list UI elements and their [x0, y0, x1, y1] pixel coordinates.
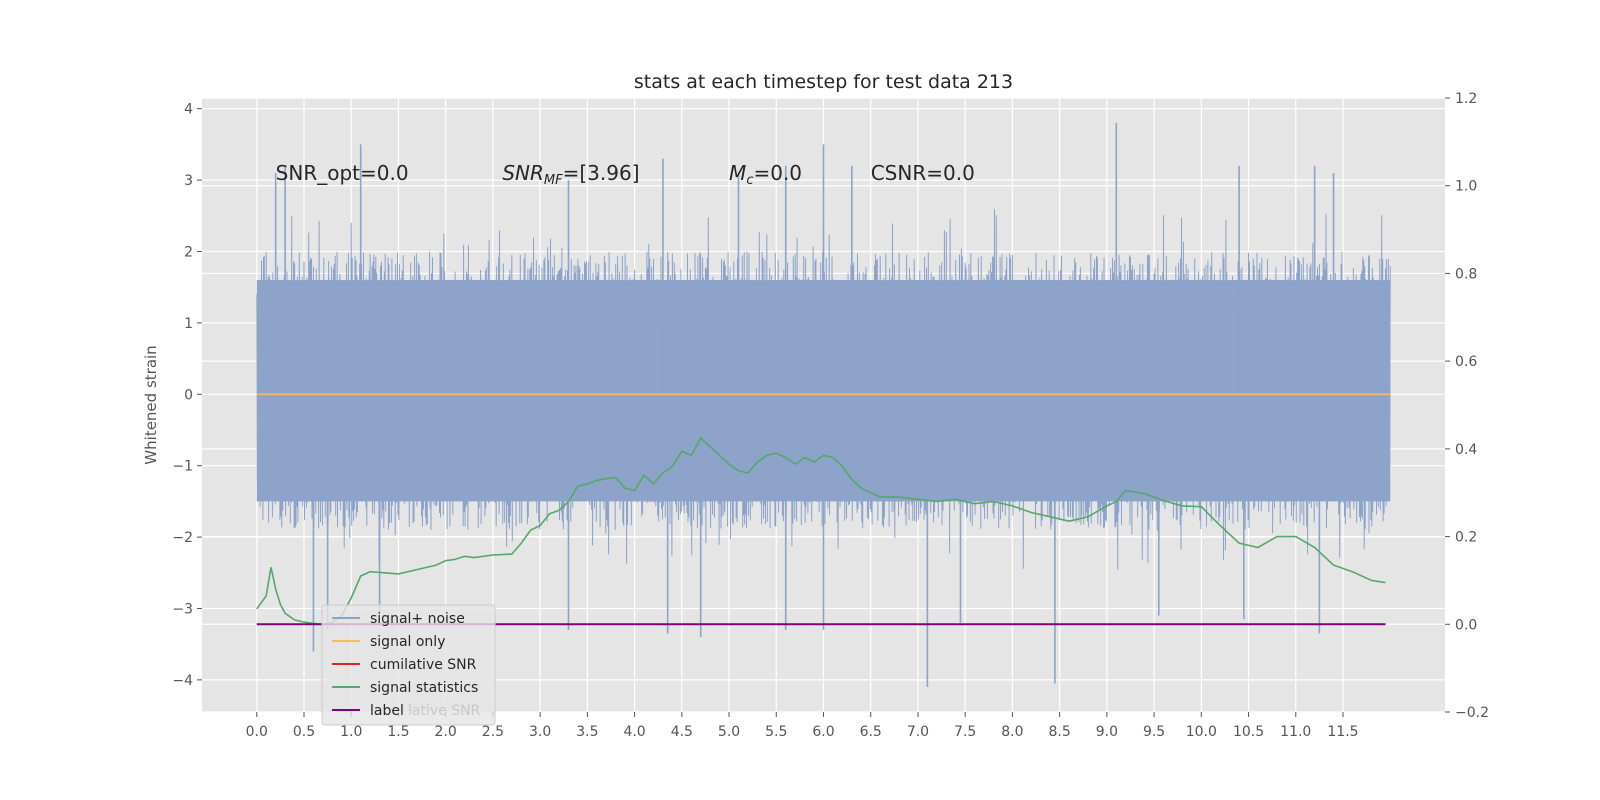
y2-tick-label: 1.2 — [1455, 91, 1477, 107]
x-tick-label: 8.0 — [1001, 724, 1023, 740]
y2-tick-label: 0.0 — [1455, 617, 1477, 633]
annotation: CSNR=0.0 — [871, 161, 975, 185]
y2-tick-label: −0.2 — [1455, 705, 1489, 721]
y-tick-label: 4 — [184, 102, 193, 118]
y-tick-label: −4 — [172, 673, 193, 689]
x-tick-label: 11.0 — [1280, 724, 1311, 740]
x-tick-label: 6.5 — [860, 724, 882, 740]
legend-label: label — [370, 703, 404, 719]
legend-label: cumilative SNR — [370, 657, 477, 673]
y-axis-label: Whitened strain — [142, 345, 160, 464]
legend-faded-label: lative SNR — [408, 703, 481, 719]
x-tick-label: 5.0 — [718, 724, 740, 740]
y2-tick-label: 0.6 — [1455, 354, 1477, 370]
x-tick-label: 9.0 — [1096, 724, 1118, 740]
y2-tick-label: 0.8 — [1455, 266, 1477, 282]
x-tick-label: 1.5 — [387, 724, 409, 740]
x-tick-label: 2.5 — [482, 724, 504, 740]
legend-label: signal only — [370, 634, 445, 650]
y2-tick-label: 0.4 — [1455, 442, 1477, 458]
x-axis-ticks: 0.0 0.5 1.0 1.5 2.0 2.5 3.0 3.5 4.0 4.5 5.0 5.5 6.0 6… — [246, 712, 1359, 740]
x-tick-label: 7.5 — [954, 724, 976, 740]
y2-axis-ticks: −0.2 0.0 0.2 0.4 0.6 0.8 1.0 1.2 — [1445, 91, 1489, 721]
x-tick-label: 6.0 — [812, 724, 834, 740]
x-tick-label: 0.0 — [246, 724, 268, 740]
x-tick-label: 11.5 — [1327, 724, 1358, 740]
annotation: SNR_opt=0.0 — [276, 161, 409, 185]
annotations: SNR_opt=0.0 SNRMF=[3.96] Mc=0.0 CSNR=0.0 — [276, 161, 975, 188]
x-tick-label: 9.5 — [1143, 724, 1165, 740]
y-tick-label: 3 — [184, 173, 193, 189]
legend: signal+ noise signal only cumilative SNR si… — [321, 604, 496, 726]
y-tick-label: 0 — [184, 387, 193, 403]
x-tick-label: 10.0 — [1186, 724, 1217, 740]
x-tick-label: 2.0 — [435, 724, 457, 740]
x-tick-label: 0.5 — [293, 724, 315, 740]
y2-tick-label: 1.0 — [1455, 179, 1477, 195]
y-tick-label: 2 — [184, 245, 193, 261]
annotation: SNRMF=[3.96] — [502, 161, 639, 188]
annotation: Mc=0.0 — [729, 161, 802, 188]
y2-tick-label: 0.2 — [1455, 530, 1477, 546]
x-tick-label: 4.0 — [623, 724, 645, 740]
legend-box — [321, 604, 496, 726]
x-tick-label: 1.0 — [340, 724, 362, 740]
y-axis-ticks: −4 −3 −2 −1 0 1 2 3 4 — [172, 102, 202, 689]
x-tick-label: 3.0 — [529, 724, 551, 740]
y-tick-label: −1 — [172, 459, 193, 475]
x-tick-label: 7.0 — [907, 724, 929, 740]
legend-label: signal+ noise — [370, 611, 465, 627]
x-tick-label: 4.5 — [671, 724, 693, 740]
x-tick-label: 8.5 — [1048, 724, 1070, 740]
y-tick-label: 1 — [184, 316, 193, 332]
legend-label: signal statistics — [370, 680, 478, 696]
y-tick-label: −2 — [172, 530, 193, 546]
x-tick-label: 5.5 — [765, 724, 787, 740]
chart-title: stats at each timestep for test data 213 — [634, 71, 1013, 93]
series-signal-plus-noise — [256, 122, 1391, 688]
x-tick-label: 3.5 — [576, 724, 598, 740]
x-tick-label: 10.5 — [1233, 724, 1264, 740]
series-line-signal-statistics — [256, 436, 1386, 626]
y-tick-label: −3 — [172, 601, 193, 617]
